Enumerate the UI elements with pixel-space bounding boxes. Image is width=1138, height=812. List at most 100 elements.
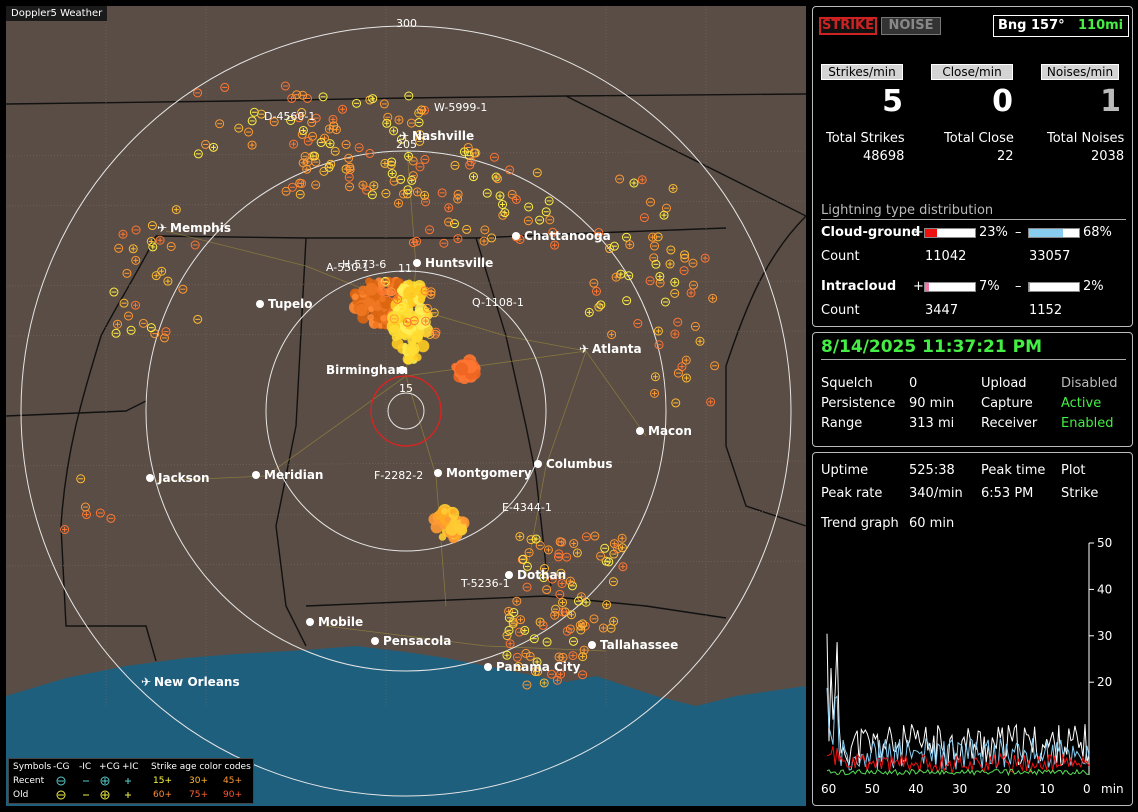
peak-rate-label: Peak rate	[821, 486, 883, 501]
symbol-legend: Symbols -CG -IC +CG +IC Strike age color…	[8, 758, 254, 804]
trend-graph-value: 60 min	[909, 516, 955, 531]
plot-value[interactable]: Strike	[1061, 486, 1099, 501]
cg-negative-bar	[1028, 228, 1080, 238]
y-tick-label: 30	[1097, 629, 1112, 643]
noise-button[interactable]: NOISE	[881, 17, 941, 35]
total-noises-value: 2038	[1091, 149, 1125, 164]
city-label: Pensacola	[383, 634, 451, 648]
cg-minus-sign: –	[1015, 225, 1022, 240]
detection-label: 11	[398, 262, 412, 275]
city-dothan: Dothan	[505, 568, 566, 582]
city-label: Huntsville	[425, 256, 493, 270]
cg-positive-count: 11042	[925, 249, 967, 264]
peak-time-value: 6:53 PM	[981, 486, 1034, 501]
strikes-min-button[interactable]: Strikes/min	[821, 64, 903, 80]
state-borders	[6, 93, 806, 662]
legend-col-neg-ic: -IC	[79, 762, 92, 772]
strike-markers	[60, 81, 720, 690]
city-chattanooga: Chattanooga	[512, 229, 611, 243]
city-dot-icon	[306, 618, 314, 626]
city-dot-icon	[256, 300, 264, 308]
city-columbus: Columbus	[534, 457, 613, 471]
noises-min-button[interactable]: Noises/min	[1041, 64, 1119, 80]
city-label: Chattanooga	[524, 229, 611, 243]
cg-positive-pct: 23%	[979, 225, 1008, 240]
city-label: Birmingham	[326, 363, 408, 377]
city-label: Panama City	[496, 660, 581, 674]
city-dot-icon	[398, 366, 406, 374]
distance-value: 110mi	[1078, 18, 1124, 33]
y-tick-label: 40	[1097, 582, 1112, 596]
detection-label: F-2282-2	[374, 469, 423, 482]
range-label: Range	[821, 416, 863, 431]
detection-label: W-5999-1	[434, 101, 487, 114]
capture-value: Active	[1061, 396, 1102, 411]
ic-negative-bar	[1028, 282, 1080, 292]
city-dot-icon	[588, 641, 596, 649]
detection-labels: D-4560-1 W-5999-1 A-550-1H-573-6 11 Q-1108-1…	[264, 101, 552, 590]
upload-label: Upload	[981, 376, 1027, 391]
status-divider	[821, 359, 1126, 360]
uptime-value: 525:38	[909, 463, 955, 478]
detection-label: E-4344-1	[502, 501, 552, 514]
range-value: 313 mi	[909, 416, 955, 431]
city-label: Tallahassee	[600, 638, 678, 652]
ic-plus-sign: +	[913, 279, 924, 294]
uptime-label: Uptime	[821, 463, 869, 478]
city-label: Memphis	[170, 221, 231, 235]
ring-label-15: 15	[399, 382, 413, 395]
strikes-min-value: 5	[882, 84, 903, 119]
city-label: Mobile	[318, 615, 363, 629]
close-min-button[interactable]: Close/min	[931, 64, 1013, 80]
cg-positive-fill	[925, 229, 937, 237]
city-dot-icon	[636, 427, 644, 435]
city-new-orleans: ✈ New Orleans	[141, 675, 240, 689]
datetime: 8/14/2025 11:37:21 PM	[821, 337, 1042, 357]
airport-icon: ✈	[141, 675, 151, 689]
legend-age-15: 15+	[153, 776, 172, 786]
peak-rate-value: 340/min	[909, 486, 963, 501]
city-dot-icon	[534, 460, 542, 468]
city-birmingham: Birmingham	[326, 363, 408, 377]
legend-col-pos-cg: +CG	[99, 762, 120, 772]
legend-symbols-label: Symbols	[13, 762, 52, 772]
strike-button[interactable]: STRIKE	[819, 17, 877, 35]
city-meridian: Meridian	[252, 468, 323, 482]
lightning-map[interactable]: 300 205 15 ✈ Nashville ✈ Memphis Chattanooga…	[6, 6, 806, 806]
city-pensacola: Pensacola	[371, 634, 451, 648]
range-rings	[20, 25, 792, 797]
map-canvas[interactable]: 300 205 15 ✈ Nashville✈ MemphisChattanooga…	[6, 6, 806, 806]
y-tick-label: 20	[1097, 675, 1112, 689]
city-dot-icon	[413, 259, 421, 267]
bearing-value: Bng 157°	[998, 18, 1065, 33]
x-tick-label: 40	[908, 782, 923, 796]
trend-graph: 50 40 30 20 60 50 40 30 20 10 0 min	[821, 536, 1124, 796]
detection-label: H-573-6	[342, 258, 386, 271]
cg-positive-bar	[924, 228, 976, 238]
x-tick-label: 50	[865, 782, 880, 796]
legend-age-90: 90+	[223, 790, 242, 800]
city-tupelo: Tupelo	[256, 297, 313, 311]
city-dot-icon	[146, 474, 154, 482]
ic-positive-bar	[924, 282, 976, 292]
capture-label: Capture	[981, 396, 1033, 411]
cg-plus-sign: +	[913, 225, 924, 240]
trend-trace	[826, 768, 1089, 777]
city-dot-icon	[484, 663, 492, 671]
ic-count-label: Count	[821, 303, 860, 318]
legend-symbols	[56, 776, 131, 800]
legend-age-75: 75+	[189, 790, 208, 800]
city-dot-icon	[505, 571, 513, 579]
city-montgomery: Montgomery	[434, 466, 532, 480]
persistence-value: 90 min	[909, 396, 955, 411]
city-atlanta: ✈ Atlanta	[579, 342, 642, 356]
detection-label: D-4560-1	[264, 110, 315, 123]
city-mobile: Mobile	[306, 615, 363, 629]
ic-positive-fill	[925, 283, 929, 291]
airport-icon: ✈	[399, 129, 409, 143]
status-panel: 8/14/2025 11:37:21 PM Squelch 0 Upload D…	[812, 332, 1133, 447]
city-dot-icon	[512, 232, 520, 240]
cg-negative-pct: 68%	[1083, 225, 1112, 240]
city-label: Dothan	[517, 568, 566, 582]
legend-age-45: 45+	[223, 776, 242, 786]
